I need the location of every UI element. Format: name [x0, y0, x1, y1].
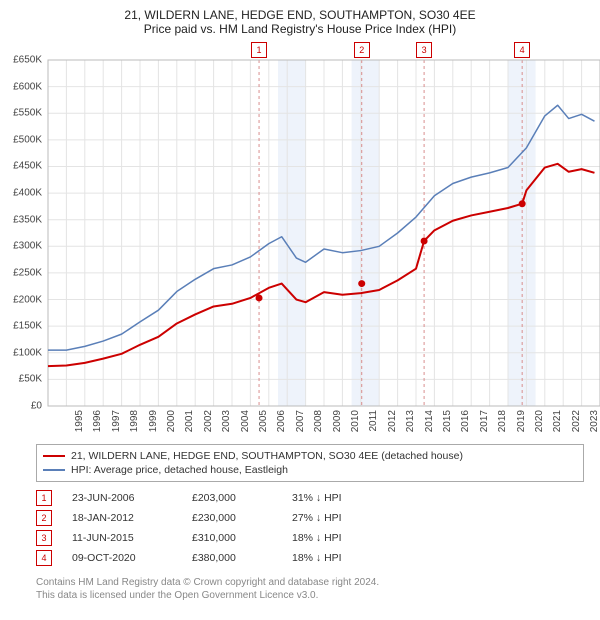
chart-svg — [44, 40, 600, 410]
sales-pct: 27% ↓ HPI — [292, 512, 402, 524]
footer-line1: Contains HM Land Registry data © Crown c… — [36, 576, 584, 589]
y-tick-label: £300K — [13, 241, 44, 252]
sales-price: £230,000 — [192, 512, 272, 524]
legend-row: 21, WILDERN LANE, HEDGE END, SOUTHAMPTON… — [43, 449, 577, 463]
legend-label: 21, WILDERN LANE, HEDGE END, SOUTHAMPTON… — [71, 450, 463, 462]
sales-table: 1 23-JUN-2006 £203,000 31% ↓ HPI 2 18-JAN-201… — [36, 488, 584, 568]
sales-index: 2 — [36, 510, 52, 526]
sales-date: 23-JUN-2006 — [72, 492, 172, 504]
chart-titles: 21, WILDERN LANE, HEDGE END, SOUTHAMPTON… — [8, 8, 592, 36]
y-tick-label: £350K — [13, 214, 44, 225]
y-tick-label: £550K — [13, 108, 44, 119]
sales-date: 11-JUN-2015 — [72, 532, 172, 544]
legend-swatch — [43, 455, 65, 457]
sales-index: 1 — [36, 490, 52, 506]
y-tick-label: £400K — [13, 188, 44, 199]
sales-index: 3 — [36, 530, 52, 546]
sales-pct: 31% ↓ HPI — [292, 492, 402, 504]
y-tick-label: £250K — [13, 267, 44, 278]
y-tick-label: £500K — [13, 134, 44, 145]
legend: 21, WILDERN LANE, HEDGE END, SOUTHAMPTON… — [36, 444, 584, 482]
y-tick-label: £100K — [13, 347, 44, 358]
y-tick-label: £50K — [19, 374, 44, 385]
y-tick-label: £650K — [13, 55, 44, 66]
sale-marker-4: 4 — [514, 42, 530, 58]
sale-marker-1: 1 — [251, 42, 267, 58]
x-tick-label: 2025 — [596, 410, 600, 432]
chart-area: £0£50K£100K£150K£200K£250K£300K£350K£400… — [44, 40, 600, 410]
sales-price: £310,000 — [192, 532, 272, 544]
y-tick-label: £600K — [13, 81, 44, 92]
sales-date: 18-JAN-2012 — [72, 512, 172, 524]
title-subtitle: Price paid vs. HM Land Registry's House … — [8, 22, 592, 36]
y-tick-label: £450K — [13, 161, 44, 172]
sale-marker-2: 2 — [354, 42, 370, 58]
sales-row: 4 09-OCT-2020 £380,000 18% ↓ HPI — [36, 548, 584, 568]
sales-row: 2 18-JAN-2012 £230,000 27% ↓ HPI — [36, 508, 584, 528]
sales-row: 3 11-JUN-2015 £310,000 18% ↓ HPI — [36, 528, 584, 548]
title-address: 21, WILDERN LANE, HEDGE END, SOUTHAMPTON… — [8, 8, 592, 22]
legend-row: HPI: Average price, detached house, East… — [43, 463, 577, 477]
y-tick-label: £0 — [31, 401, 44, 412]
legend-swatch — [43, 469, 65, 471]
footer-line2: This data is licensed under the Open Gov… — [36, 589, 584, 602]
sales-index: 4 — [36, 550, 52, 566]
sale-marker-3: 3 — [416, 42, 432, 58]
y-tick-label: £200K — [13, 294, 44, 305]
sales-price: £203,000 — [192, 492, 272, 504]
sales-pct: 18% ↓ HPI — [292, 532, 402, 544]
sales-pct: 18% ↓ HPI — [292, 552, 402, 564]
sales-row: 1 23-JUN-2006 £203,000 31% ↓ HPI — [36, 488, 584, 508]
footer: Contains HM Land Registry data © Crown c… — [36, 576, 584, 602]
legend-label: HPI: Average price, detached house, East… — [71, 464, 288, 476]
sales-price: £380,000 — [192, 552, 272, 564]
sales-date: 09-OCT-2020 — [72, 552, 172, 564]
y-tick-label: £150K — [13, 321, 44, 332]
